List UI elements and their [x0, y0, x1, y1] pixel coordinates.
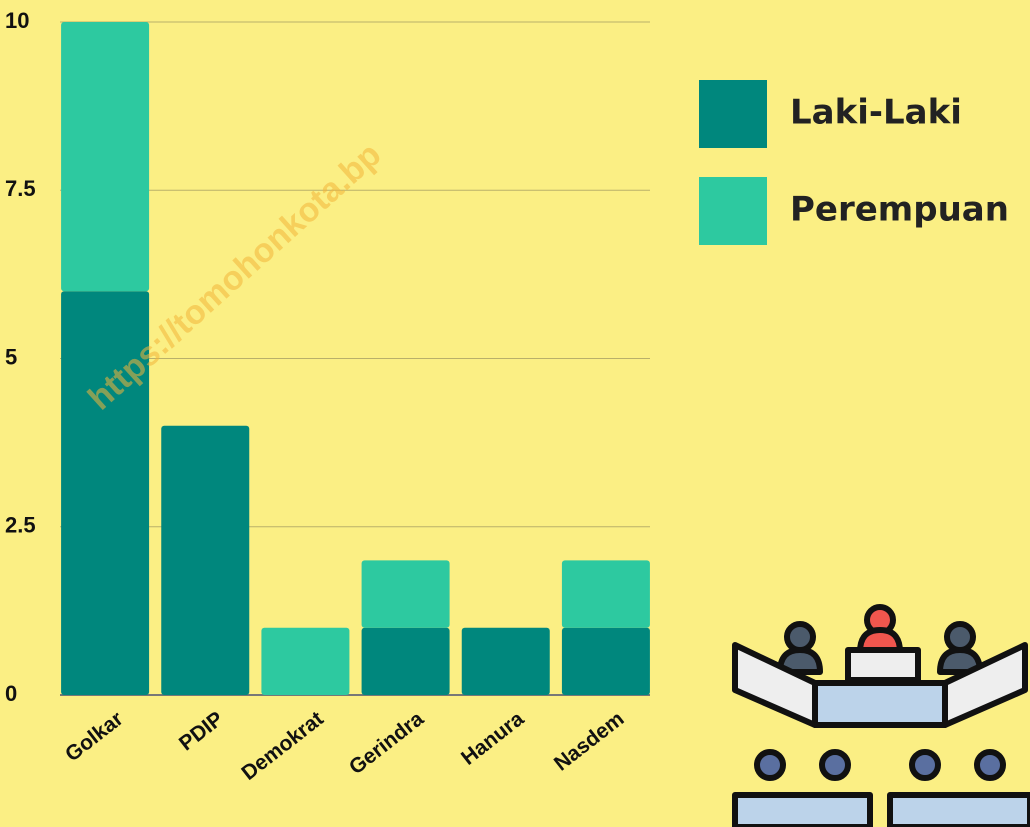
- y-tick-label: 5: [5, 344, 17, 369]
- legend-swatch: [699, 80, 767, 148]
- bar-segment: [361, 560, 450, 628]
- bar-segment: [61, 22, 150, 292]
- y-tick-label: 10: [5, 8, 29, 33]
- legend-label: Perempuan: [790, 190, 1009, 230]
- bar-segment: [561, 560, 650, 628]
- y-tick-label: 0: [5, 681, 17, 706]
- bar-segment: [361, 627, 450, 695]
- y-tick-label: 7.5: [5, 176, 36, 201]
- legend-swatch: [699, 177, 767, 245]
- bar-segment: [261, 627, 350, 695]
- bar-segment: [161, 425, 250, 695]
- illustration: [732, 604, 1030, 827]
- bar-segment: [561, 627, 650, 695]
- bar-segment: [461, 627, 550, 695]
- y-tick-label: 2.5: [5, 513, 36, 538]
- legend-label: Laki-Laki: [790, 93, 962, 133]
- bar-segment: [61, 291, 150, 695]
